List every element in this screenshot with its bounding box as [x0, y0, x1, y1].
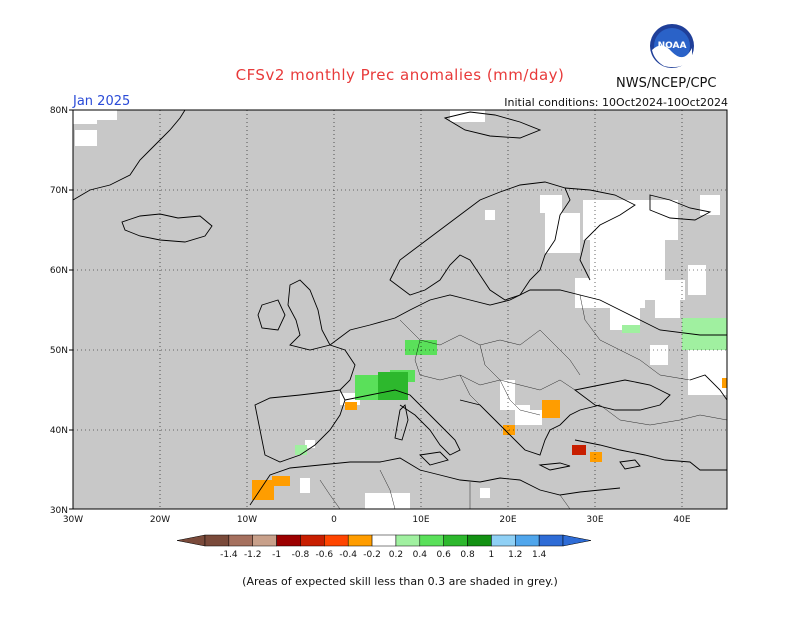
lon-tick: 40E [673, 515, 690, 525]
lat-tick: 30N [50, 506, 68, 516]
legend-swatch [419, 534, 444, 547]
legend-arrow-high [562, 534, 592, 547]
patch-central-europe [405, 340, 437, 355]
lon-tick: 10E [412, 515, 429, 525]
patch-alps [378, 372, 408, 400]
legend-label: 0.6 [437, 550, 452, 560]
lon-axis: 30W 20W 10W 0 10E 20E 30E 40E [63, 515, 691, 525]
patch-aegean [572, 445, 586, 455]
unmasked-areas [73, 110, 727, 509]
legend-swatch [491, 534, 516, 547]
agency-label: NWS/NCEP/CPC [616, 76, 717, 91]
legend-arrow-low [176, 534, 206, 547]
legend-label: 1 [489, 550, 495, 560]
skill-note: (Areas of expected skill less than 0.3 a… [242, 575, 558, 588]
lat-tick: 50N [50, 346, 68, 356]
map-frame [72, 109, 728, 510]
legend-swatch [300, 534, 325, 547]
legend-label: -0.6 [316, 550, 334, 560]
lon-tick: 0 [331, 515, 337, 525]
patch-bulgaria [542, 400, 560, 418]
lat-tick: 70N [50, 186, 68, 196]
legend-swatch [252, 534, 277, 547]
legend-label: -1.4 [220, 550, 238, 560]
legend-label: -0.2 [363, 550, 381, 560]
lon-tick: 20E [499, 515, 516, 525]
legend-label: -0.8 [292, 550, 310, 560]
lat-tick: 40N [50, 426, 68, 436]
lon-tick: 10W [237, 515, 257, 525]
lon-tick: 20W [150, 515, 170, 525]
legend-label: 0.2 [389, 550, 403, 560]
lon-tick: 30W [63, 515, 83, 525]
patch-morocco [252, 480, 274, 500]
lat-tick: 60N [50, 266, 68, 276]
legend-swatch [204, 534, 230, 547]
lat-axis: 80N 70N 60N 50N 40N 30N [50, 106, 73, 516]
anomaly-patches [252, 318, 727, 500]
legend-label: 1.2 [508, 550, 522, 560]
legend-label: -1 [272, 550, 281, 560]
legend-label: 1.4 [532, 550, 547, 560]
legend-swatch [395, 534, 421, 547]
legend-swatch [467, 534, 492, 547]
initial-conditions: Initial conditions: 10Oct2024-10Oct2024 [504, 96, 728, 109]
legend-label: 0.4 [413, 550, 428, 560]
lon-tick: 30E [586, 515, 603, 525]
lat-tick: 80N [50, 106, 68, 116]
legend-label: 0.8 [460, 550, 475, 560]
legend-label: -1.2 [244, 550, 262, 560]
legend-swatch [324, 534, 349, 547]
country-borders [319, 294, 727, 509]
legend-label: -0.4 [339, 550, 357, 560]
color-legend: -1.4 -1.2 -1 -0.8 -0.6 -0.4 -0.2 0.2 0.4 0.6 0.8 1 1… [176, 534, 592, 560]
chart-title: CFSv2 monthly Prec anomalies (mm/day) [235, 66, 565, 84]
legend-swatch [371, 534, 397, 547]
legend-swatch [515, 534, 540, 547]
legend-swatch [228, 534, 253, 547]
graticule [73, 110, 727, 509]
legend-swatch [443, 534, 468, 547]
legend-swatch [538, 534, 564, 547]
forecast-month: Jan 2025 [73, 94, 131, 109]
legend-swatch [276, 534, 301, 547]
legend-swatch [347, 534, 373, 547]
